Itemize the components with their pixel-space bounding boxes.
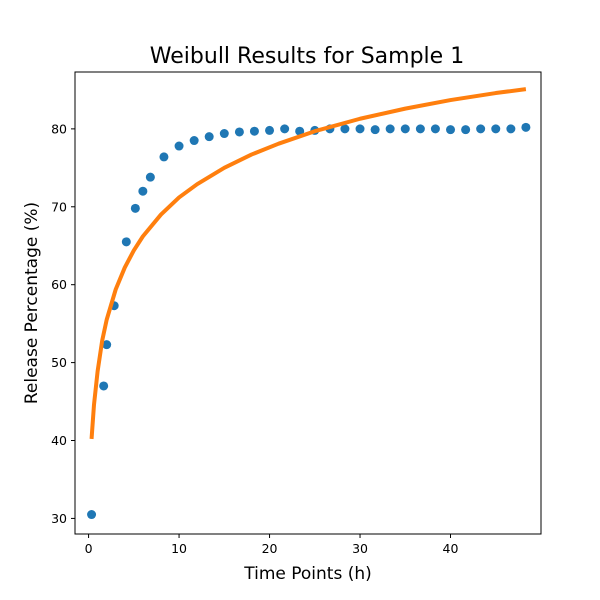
data-point — [295, 126, 305, 136]
data-point — [265, 125, 275, 135]
x-tick-label: 10 — [171, 541, 187, 556]
y-tick-label: 60 — [51, 277, 67, 292]
data-point — [355, 124, 365, 134]
data-point — [415, 124, 425, 134]
data-point — [234, 127, 244, 137]
data-point — [145, 172, 155, 182]
data-point — [159, 152, 169, 162]
data-point — [430, 124, 440, 134]
data-point — [446, 125, 456, 135]
x-tick-label: 40 — [443, 541, 459, 556]
data-point — [476, 124, 486, 134]
y-tick-label: 40 — [51, 433, 67, 448]
data-point — [102, 340, 112, 350]
y-axis-label: Release Percentage (%) — [22, 202, 42, 404]
data-point — [99, 381, 109, 391]
data-point — [280, 124, 290, 134]
data-point — [121, 237, 131, 247]
data-point — [385, 124, 395, 134]
x-tick-label: 0 — [85, 541, 93, 556]
data-point — [219, 129, 229, 139]
chart-title: Weibull Results for Sample 1 — [150, 44, 464, 69]
data-point — [138, 186, 148, 196]
data-point — [506, 124, 516, 134]
data-point — [340, 124, 350, 134]
data-point — [204, 132, 214, 142]
y-tick-label: 30 — [51, 511, 67, 526]
data-point — [521, 122, 531, 132]
data-point — [249, 126, 259, 136]
data-point — [461, 125, 471, 135]
y-tick-label: 80 — [51, 121, 67, 136]
data-point — [130, 203, 140, 213]
data-point — [370, 125, 380, 135]
x-axis-label: Time Points (h) — [243, 564, 372, 584]
data-point — [491, 124, 501, 134]
plot-frame — [74, 71, 542, 535]
data-point — [400, 124, 410, 134]
y-tick-label: 50 — [51, 355, 67, 370]
data-point — [189, 136, 199, 146]
data-point — [174, 141, 184, 151]
x-tick-label: 20 — [262, 541, 278, 556]
y-tick-label: 70 — [51, 199, 67, 214]
x-tick-label: 30 — [352, 541, 368, 556]
data-point — [87, 510, 97, 520]
plot-area — [87, 87, 531, 520]
fit-curve — [89, 87, 527, 440]
